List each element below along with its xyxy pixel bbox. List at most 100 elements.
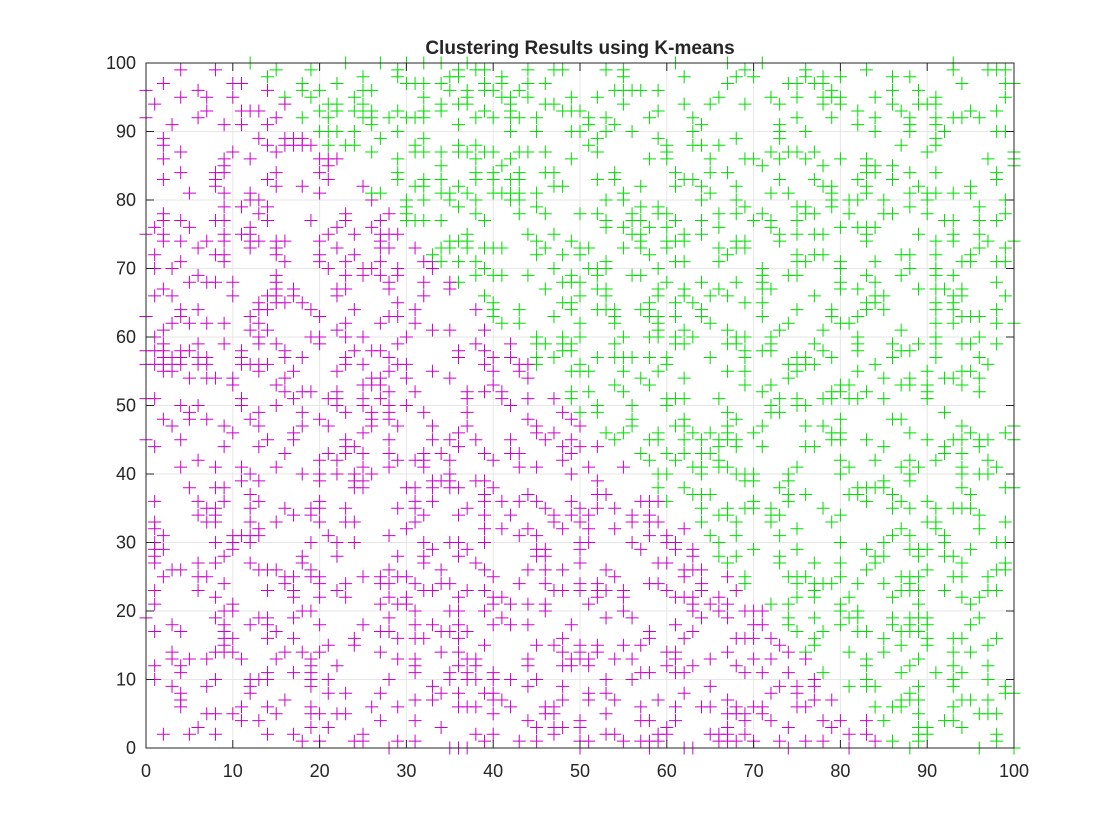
data-point (695, 303, 709, 317)
data-point (408, 515, 422, 529)
data-point (903, 501, 917, 515)
data-point (721, 364, 735, 378)
data-point (955, 590, 969, 604)
data-point (339, 138, 353, 152)
data-point (825, 720, 839, 734)
data-point (651, 556, 665, 570)
data-point (521, 227, 535, 241)
data-point (148, 248, 162, 262)
data-point (156, 570, 170, 584)
data-point (504, 700, 518, 714)
data-point (573, 515, 587, 529)
data-point (347, 125, 361, 138)
data-point (347, 303, 361, 317)
data-point (564, 467, 578, 481)
data-point (547, 351, 561, 365)
data-point (451, 659, 465, 673)
data-point (703, 186, 717, 200)
data-point (912, 597, 926, 611)
data-point (261, 214, 275, 228)
data-point (998, 63, 1012, 77)
data-point (799, 70, 813, 84)
data-point (321, 111, 335, 125)
data-point (668, 214, 682, 228)
data-point (790, 460, 804, 474)
data-point (990, 631, 1004, 645)
data-point (382, 399, 396, 412)
data-point (504, 97, 518, 111)
data-point (799, 152, 813, 166)
data-point (590, 90, 604, 104)
data-point (938, 714, 952, 728)
data-point (425, 542, 439, 556)
data-point (217, 186, 231, 200)
data-point (825, 186, 839, 200)
data-point (920, 207, 934, 221)
data-point (686, 111, 700, 125)
data-point (434, 720, 448, 734)
data-point (764, 515, 778, 529)
data-point (877, 392, 891, 406)
data-point (668, 536, 682, 549)
data-point (356, 70, 370, 84)
data-point (486, 145, 500, 159)
data-point (894, 412, 908, 426)
data-point (755, 309, 769, 323)
data-point (816, 323, 830, 337)
data-point (191, 583, 205, 597)
data-point (668, 255, 682, 269)
data-point (703, 316, 717, 330)
data-point (208, 275, 222, 289)
data-point (686, 659, 700, 673)
data-point (729, 275, 743, 289)
data-point (677, 522, 691, 536)
data-point (651, 131, 665, 145)
data-point (573, 583, 587, 597)
data-point (738, 714, 752, 728)
data-point (399, 357, 413, 371)
data-point (269, 179, 283, 193)
data-point (339, 255, 353, 269)
data-point (920, 378, 934, 392)
data-point (521, 77, 535, 91)
data-point (634, 268, 648, 282)
data-point (608, 378, 622, 392)
data-point (582, 385, 596, 399)
data-point (469, 268, 483, 282)
data-point (790, 522, 804, 536)
data-point (920, 727, 934, 741)
data-point (313, 309, 327, 323)
data-point (972, 227, 986, 241)
data-point (721, 248, 735, 262)
data-point (651, 494, 665, 508)
data-point (825, 309, 839, 323)
data-point (313, 707, 327, 721)
data-point (703, 351, 717, 365)
data-point (877, 714, 891, 728)
data-point (677, 419, 691, 433)
data-point (903, 542, 917, 556)
data-point (252, 474, 266, 488)
data-point (504, 597, 518, 611)
data-point (807, 337, 821, 351)
data-point (738, 570, 752, 584)
data-point (964, 426, 978, 440)
data-point (321, 262, 335, 275)
data-point (460, 625, 474, 639)
data-point (773, 556, 787, 570)
data-point (894, 494, 908, 508)
data-point (156, 138, 170, 152)
data-point (313, 125, 327, 138)
data-point (200, 104, 214, 118)
data-point (252, 131, 266, 145)
data-point (564, 344, 578, 358)
data-point (521, 597, 535, 611)
data-point (721, 570, 735, 584)
data-point (590, 145, 604, 159)
data-point (894, 460, 908, 474)
data-point (313, 618, 327, 632)
data-point (920, 364, 934, 378)
data-point (304, 604, 318, 618)
data-point (868, 90, 882, 104)
data-point (582, 508, 596, 522)
